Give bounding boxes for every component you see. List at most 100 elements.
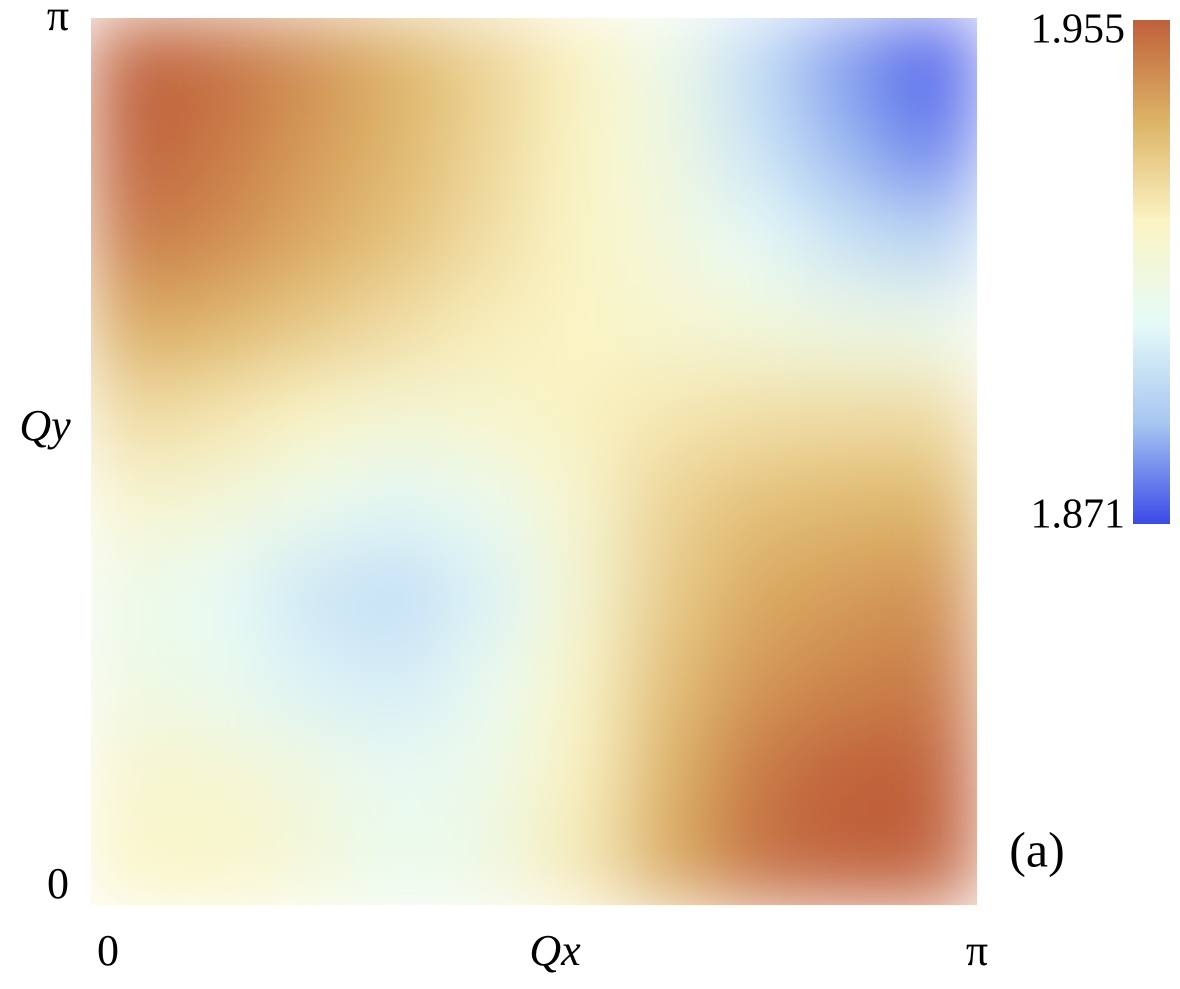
y-axis-label: Qy — [19, 401, 71, 450]
heatmap-cell — [267, 18, 358, 108]
heatmap-cell — [445, 460, 535, 551]
heatmap-cell — [91, 18, 181, 108]
y-tick-label: 0 — [47, 859, 69, 908]
panel-label: (a) — [1009, 821, 1065, 877]
x-tick-label: 0 — [97, 926, 119, 975]
heatmap-cell — [91, 727, 181, 817]
heatmap-cell — [710, 815, 801, 905]
heatmap-cell — [356, 18, 447, 108]
heatmap-cell — [710, 18, 801, 108]
heatmap-cell — [710, 549, 801, 640]
heatmap-cell — [622, 549, 712, 640]
heatmap-cell — [887, 372, 977, 462]
heatmap-cell — [887, 815, 977, 905]
heatmap-cell — [799, 549, 889, 640]
heatmap-cell — [356, 460, 447, 551]
heatmap-cell — [622, 815, 712, 905]
colorbar-tick-label: 1.955 — [1031, 7, 1126, 53]
heatmap-cell — [799, 194, 889, 285]
heatmap-cell — [267, 638, 358, 729]
heatmap-cell — [445, 549, 535, 640]
heatmap-cell — [533, 372, 624, 462]
heatmap-cell — [91, 638, 181, 729]
heatmap-cell — [799, 727, 889, 817]
heatmap-cell — [91, 815, 181, 905]
heatmap-cell — [356, 549, 447, 640]
heatmap-cell — [267, 460, 358, 551]
heatmap-cell — [356, 283, 447, 374]
heatmap-cell — [91, 194, 181, 285]
heatmap-cell — [710, 372, 801, 462]
heatmap-cell — [179, 549, 269, 640]
heatmap-cell — [622, 372, 712, 462]
heatmap-cell — [799, 18, 889, 108]
heatmap-cell — [622, 194, 712, 285]
heatmap-cell — [179, 727, 269, 817]
heatmap-cell — [356, 815, 447, 905]
heatmap-cell — [622, 106, 712, 196]
heatmap-cell — [799, 372, 889, 462]
heatmap-cell — [533, 815, 624, 905]
heatmap-cell — [887, 194, 977, 285]
heatmap-cell — [445, 194, 535, 285]
heatmap-cell — [91, 106, 181, 196]
heatmap-cell — [533, 727, 624, 817]
heatmap-cell — [445, 372, 535, 462]
heatmap-cell — [445, 638, 535, 729]
heatmap-cell — [533, 194, 624, 285]
heatmap-cell — [91, 549, 181, 640]
heatmap-cell — [179, 815, 269, 905]
plot-area — [91, 18, 977, 905]
heatmap-cell — [533, 549, 624, 640]
heatmap-cell — [179, 106, 269, 196]
heatmap-cell — [179, 283, 269, 374]
heatmap-cell — [799, 815, 889, 905]
heatmap-cell — [622, 638, 712, 729]
heatmap-cell — [799, 106, 889, 196]
heatmap-cell — [887, 18, 977, 108]
heatmap-cell — [533, 283, 624, 374]
heatmap-cell — [710, 194, 801, 285]
heatmap-cell — [91, 460, 181, 551]
x-tick-label: π — [966, 926, 988, 975]
heatmap-cell — [445, 106, 535, 196]
heatmap-cell — [91, 372, 181, 462]
heatmap-cell — [267, 194, 358, 285]
heatmap-cell — [179, 638, 269, 729]
heatmap-cell — [445, 727, 535, 817]
heatmap-cell — [799, 638, 889, 729]
heatmap-cell — [267, 549, 358, 640]
heatmap — [91, 18, 977, 905]
heatmap-cell — [799, 460, 889, 551]
heatmap-cell — [710, 106, 801, 196]
heatmap-cell — [622, 460, 712, 551]
heatmap-cell — [356, 106, 447, 196]
heatmap-cell — [267, 727, 358, 817]
heatmap-cell — [179, 372, 269, 462]
heatmap-cell — [356, 638, 447, 729]
heatmap-cell — [356, 727, 447, 817]
heatmap-cell — [445, 18, 535, 108]
heatmap-cell — [887, 727, 977, 817]
heatmap-cell — [267, 372, 358, 462]
heatmap-cell — [267, 283, 358, 374]
heatmap-cell — [622, 727, 712, 817]
heatmap-cell — [533, 18, 624, 108]
heatmap-cell — [887, 460, 977, 551]
heatmap-cell — [622, 283, 712, 374]
heatmap-cell — [710, 283, 801, 374]
colorbar — [1133, 20, 1170, 524]
heatmap-cell — [799, 283, 889, 374]
heatmap-cell — [356, 372, 447, 462]
heatmap-cell — [445, 283, 535, 374]
colorbar-tick-label: 1.871 — [1031, 492, 1126, 538]
heatmap-cell — [91, 283, 181, 374]
heatmap-cell — [533, 460, 624, 551]
x-axis-label: Qx — [529, 926, 581, 975]
heatmap-cell — [887, 106, 977, 196]
heatmap-cell — [887, 283, 977, 374]
heatmap-cell — [710, 638, 801, 729]
heatmap-cell — [267, 106, 358, 196]
heatmap-cell — [887, 638, 977, 729]
